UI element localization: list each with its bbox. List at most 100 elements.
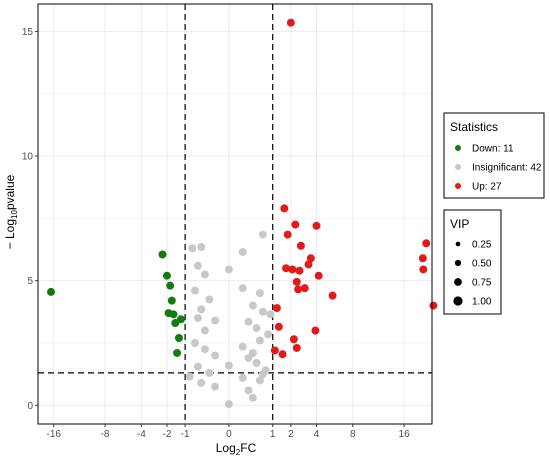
data-point [47,287,56,296]
data-point [200,345,209,354]
data-point [193,261,202,270]
vip-legend-key [454,278,462,286]
statistics-legend-key [455,145,461,151]
data-point [311,326,320,335]
data-point [185,372,194,381]
x-tick-label: 0 [226,429,232,440]
data-point [244,317,253,326]
x-tick-label: -1 [181,429,190,440]
data-point [205,295,214,304]
data-point [278,350,287,359]
x-tick-label: 4 [314,429,320,440]
data-point [294,285,303,294]
data-point [306,254,315,263]
data-point [200,326,209,335]
x-tick-label: -8 [101,429,110,440]
vip-legend-label: 0.25 [472,240,492,251]
data-point [190,286,199,295]
data-point [197,378,206,387]
statistics-legend-title: Statistics [450,120,498,134]
data-point [258,230,267,239]
data-point [261,366,270,375]
data-point [255,376,264,385]
data-point [292,277,301,286]
data-point [296,241,305,250]
statistics-legend-label: Insignificant: 42 [472,163,542,174]
threshold-lines [38,4,432,424]
data-point [224,361,233,370]
vip-legend-label: 0.75 [472,278,492,289]
data-point [291,220,300,229]
data-point [255,336,264,345]
data-points [47,18,438,409]
data-point [238,373,247,382]
data-point [205,368,214,377]
x-axis-ticks: -16 -8 -4 -2 -1 0 1 2 4 8 16 [46,424,410,440]
vip-legend-key [454,259,462,267]
statistics-legend-label: Up: 27 [472,182,502,193]
vip-legend-key [455,241,461,247]
y-tick-label: 15 [22,27,34,38]
data-point [248,393,257,402]
data-point [197,305,206,314]
vip-legend-label: 1.00 [472,297,492,308]
x-tick-label: -4 [137,429,146,440]
y-axis-title: − Log10pvalue [3,174,19,249]
data-point [300,284,309,293]
data-point [193,362,202,371]
data-point [252,358,261,367]
data-point [197,243,206,252]
statistics-legend-label: Down: 11 [472,144,514,155]
data-point [255,289,264,298]
data-point [274,322,283,331]
x-tick-label: 16 [399,429,411,440]
data-point [272,304,281,313]
vip-legend-key [453,296,463,306]
data-point [248,301,257,310]
x-tick-label: -16 [46,429,61,440]
x-tick-label: -2 [163,429,172,440]
data-point [280,204,289,213]
data-point [270,346,279,355]
data-point [200,270,209,279]
vip-legend-label: 0.50 [472,259,492,270]
data-point [252,324,261,333]
vip-legend-box [443,209,502,315]
statistics-legend-key [455,183,461,189]
data-point [288,265,297,274]
data-point [266,310,275,319]
data-point [258,307,267,316]
data-point [283,230,292,239]
y-tick-label: 0 [27,401,33,412]
plot-border [37,3,433,425]
data-point [422,239,431,248]
data-point [166,281,175,290]
data-point [312,221,321,230]
plot-frame [37,3,433,425]
data-point [173,348,182,357]
vip-legend-title: VIP [450,217,469,231]
data-point [171,319,180,328]
data-point [264,330,273,339]
data-point [238,284,247,293]
data-point [286,18,295,27]
data-point [429,301,438,310]
data-point [211,351,220,360]
vip-legend: VIP 0.25 0.50 0.75 1.00 [443,209,502,315]
y-tick-label: 10 [22,152,34,163]
data-point [224,265,233,274]
statistics-legend-key [455,164,461,170]
data-point [289,335,298,344]
plot-area [38,4,432,424]
data-point [282,264,291,273]
x-tick-label: 1 [270,429,276,440]
data-point [419,265,428,274]
data-point [314,271,323,280]
x-tick-label: 8 [350,429,356,440]
data-point [211,382,220,391]
data-point [238,342,247,351]
y-axis-ticks: 0 5 10 15 [22,27,38,412]
data-point [295,266,304,275]
data-point [167,296,176,305]
data-point [176,315,185,324]
